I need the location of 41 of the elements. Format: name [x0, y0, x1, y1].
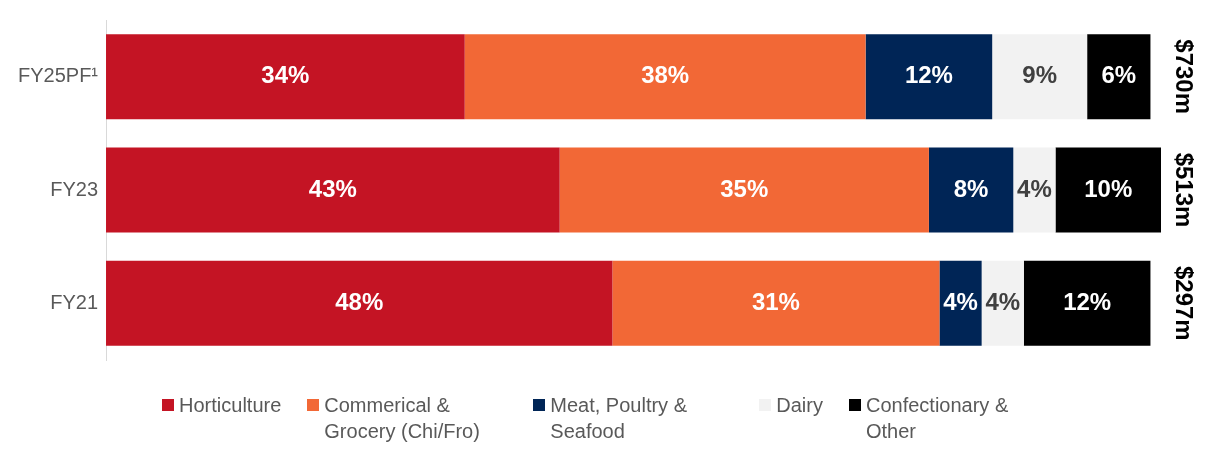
legend-label: Dairy [776, 393, 823, 418]
bar [612, 260, 940, 346]
bar [1087, 34, 1151, 120]
bar [106, 34, 465, 120]
data-label: 35% [720, 174, 769, 202]
data-label: 48% [335, 287, 384, 315]
data-label: 9% [1022, 61, 1058, 89]
legend-label: Confectionary & Other [865, 393, 1010, 444]
y-tick-label: FY25PF¹ [17, 64, 99, 87]
bar [992, 34, 1088, 120]
data-label: 4% [985, 287, 1021, 315]
text: $513m [1171, 152, 1199, 228]
legend-label: Meat, Poultry & Seafood [550, 393, 688, 444]
bar [559, 147, 929, 233]
y-tick-label: FY21 [50, 290, 99, 313]
bar [106, 260, 613, 346]
bar [865, 34, 993, 120]
bar [1013, 147, 1056, 233]
data-label: 8% [953, 174, 989, 202]
legend-label: Horticulture [179, 393, 282, 418]
bar [106, 147, 560, 233]
data-label: 12% [904, 61, 953, 89]
data-label: 31% [751, 287, 800, 315]
bar [981, 260, 1024, 346]
bar [464, 34, 866, 120]
data-label: 34% [261, 61, 310, 89]
data-label: 4% [943, 287, 978, 315]
text: $730m [1171, 39, 1199, 115]
legend-label: Commerical & Grocery (Chi/Fro) [324, 393, 481, 444]
data-label: 43% [308, 174, 357, 202]
y-tick-label: FY23 [50, 177, 99, 200]
data-label: 10% [1084, 174, 1133, 202]
bar [939, 260, 982, 346]
data-label: 6% [1101, 61, 1137, 89]
bar [1055, 147, 1161, 233]
bar [928, 147, 1014, 233]
data-label: 4% [1017, 174, 1052, 202]
text: $297m [1171, 265, 1199, 341]
data-label: 38% [641, 61, 690, 89]
data-label: 12% [1063, 287, 1112, 315]
bar [1023, 260, 1151, 346]
